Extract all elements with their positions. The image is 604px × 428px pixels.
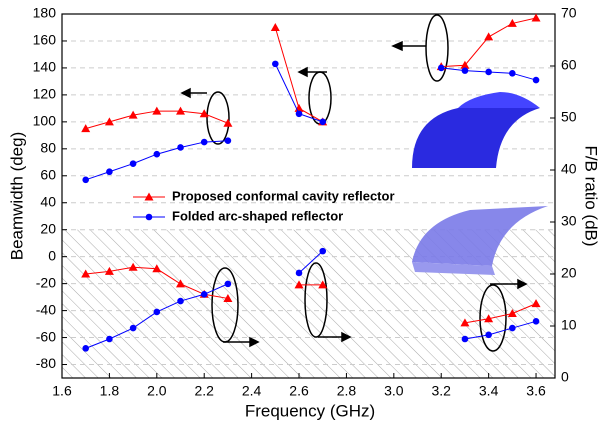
x-tick-label: 2.2 [194,383,214,399]
x-tick-label: 2.4 [242,383,262,399]
circle-marker [201,139,208,146]
y-tick-label: 20 [40,220,56,236]
circle-marker [130,160,137,167]
triangle-marker [484,32,493,40]
circle-marker [296,270,303,277]
circle-marker [272,61,279,68]
x-tick-label: 3.0 [384,383,404,399]
y-axis-label: Beamwidth (deg) [7,132,26,261]
circle-marker [462,336,469,343]
x-axis-label: Frequency (GHz) [245,401,375,420]
circle-marker [296,110,303,117]
y-tick-label: -80 [36,355,56,371]
circle-marker [533,77,540,84]
x-tick-label: 2.6 [289,383,309,399]
circle-marker [154,151,161,158]
legend-label: Proposed conformal cavity reflector [172,188,395,203]
circle-marker [130,325,137,332]
y-tick-label: 40 [40,193,56,209]
circle-marker [106,168,113,175]
circle-marker [225,281,232,288]
y-tick-label: 160 [33,32,57,48]
circle-marker [485,69,492,76]
circle-marker [82,345,89,352]
circle-marker [438,65,445,72]
chart: Frequency (GHz) Beamwidth (deg) F/B rati… [0,0,604,428]
x-tick-label: 2.0 [147,383,167,399]
circle-marker [509,325,516,332]
triangle-marker [532,14,541,22]
y-tick-label: 120 [33,86,57,102]
x-tick-label: 1.8 [100,383,120,399]
y2-tick-label: 40 [561,161,577,177]
x-tick-label: 3.6 [526,383,546,399]
y2-tick-label: 0 [561,369,569,385]
y-tick-label: -20 [36,274,56,290]
y2-tick-label: 70 [561,5,577,21]
triangle-marker [271,23,280,31]
circle-marker [319,248,326,255]
y-tick-label: 180 [33,5,57,21]
circle-marker [146,214,153,221]
circle-marker [177,298,184,305]
circle-marker [225,137,232,144]
y2-tick-label: 20 [561,265,577,281]
y-tick-label: 80 [40,140,56,156]
circle-marker [533,318,540,325]
y-tick-label: 60 [40,166,56,182]
circle-marker [462,67,469,74]
y2-tick-label: 60 [561,57,577,73]
circle-marker [319,119,326,126]
y-tick-label: 0 [48,247,56,263]
y-tick-label: -40 [36,301,56,317]
y2-tick-label: 30 [561,213,577,229]
y-tick-label: 100 [33,113,57,129]
x-tick-label: 3.2 [431,383,451,399]
circle-marker [177,144,184,151]
circle-marker [509,70,516,77]
y2-tick-label: 50 [561,109,577,125]
legend-label: Folded arc-shaped reflector [172,208,343,223]
y2-tick-label: 10 [561,317,577,333]
circle-marker [82,177,89,184]
y-tick-label: 140 [33,59,57,75]
y-tick-label: -60 [36,328,56,344]
circle-marker [485,332,492,339]
x-tick-label: 2.8 [337,383,357,399]
y2-axis-label: F/B ratio (dB) [582,145,601,246]
triangle-marker [223,119,232,127]
circle-marker [106,336,113,343]
circle-marker [201,291,208,298]
x-tick-label: 1.6 [52,383,72,399]
x-tick-label: 3.4 [479,383,499,399]
circle-marker [154,309,161,316]
